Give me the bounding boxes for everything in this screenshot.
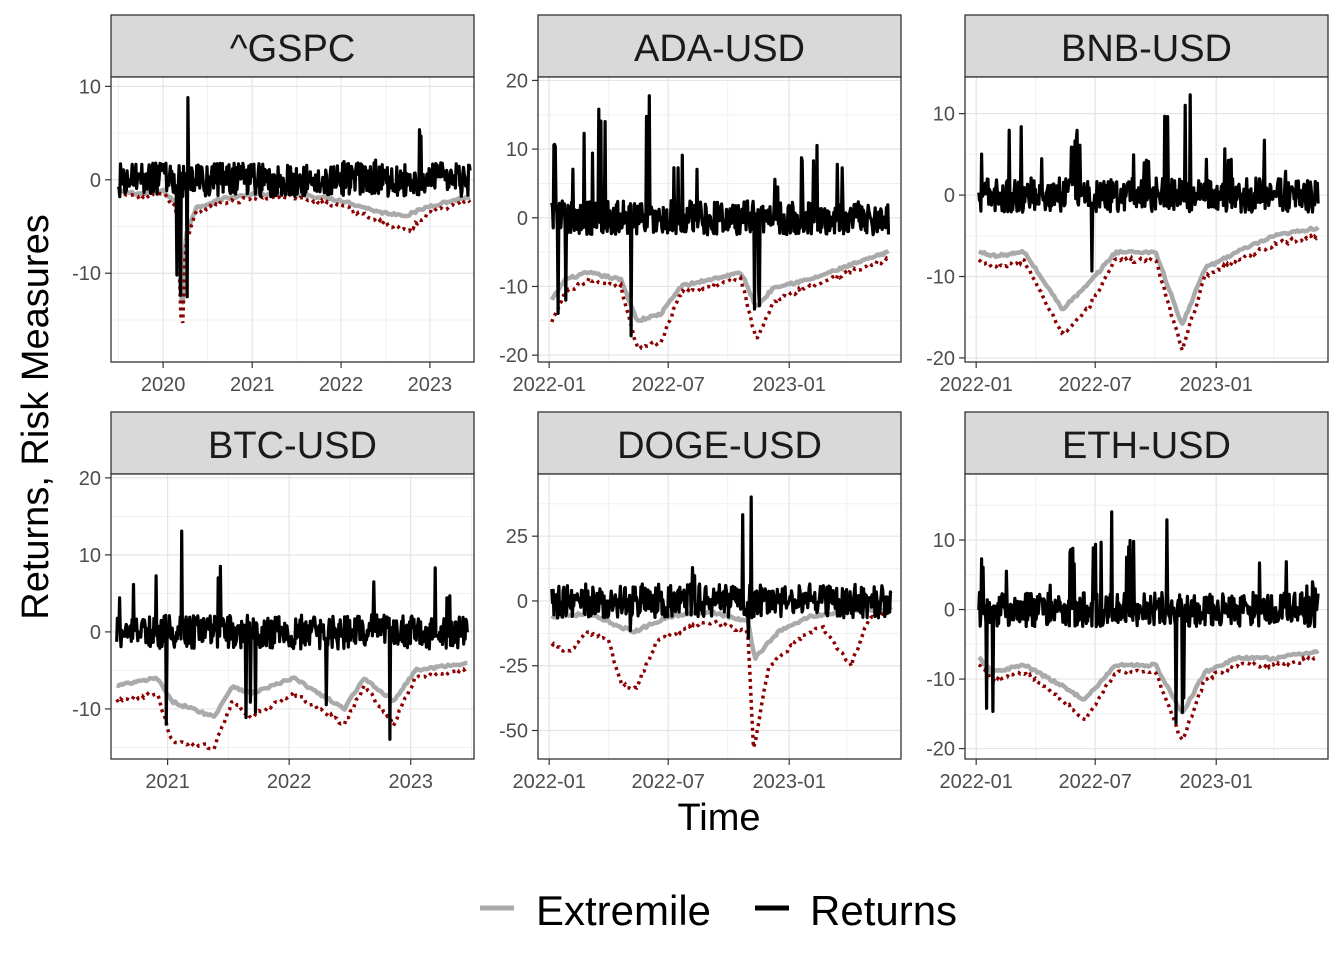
panel-background bbox=[965, 77, 1328, 362]
panel-background bbox=[111, 77, 474, 362]
returns-line bbox=[977, 510, 1320, 725]
facet-panels: ^GSPC 10 0 -10 2020 2021 2022 2023 ADA-USD 20 10 0 -… bbox=[72, 14, 1329, 793]
x-tick-label: 2023 bbox=[388, 771, 433, 793]
legend: Extremile Returns bbox=[480, 887, 957, 934]
panel-background bbox=[111, 474, 474, 759]
facet-title: BTC-USD bbox=[208, 425, 377, 467]
y-tick-label: 25 bbox=[506, 526, 528, 548]
plot-area bbox=[550, 495, 893, 749]
y-tick-label: 10 bbox=[79, 545, 101, 567]
plot-area bbox=[115, 529, 469, 752]
panel-border bbox=[537, 76, 902, 363]
facet-title: BNB-USD bbox=[1061, 28, 1232, 70]
facet-panel: ETH-USD 10 0 -10 -20 2022-01 2022-07 2023-01 bbox=[926, 411, 1329, 793]
facet-strip bbox=[110, 14, 475, 78]
returns-line bbox=[116, 96, 472, 299]
facet-panel: DOGE-USD 25 0 -25 -50 2022-01 2022-07 2023-01 bbox=[499, 411, 902, 793]
y-tick-label: 0 bbox=[517, 591, 528, 613]
facet-strip bbox=[537, 411, 902, 475]
panel-border bbox=[110, 76, 475, 363]
x-tick-label: 2021 bbox=[230, 374, 275, 396]
x-tick-label: 2022-01 bbox=[512, 374, 585, 396]
y-tick-label: 20 bbox=[506, 70, 528, 92]
y-tick-label: 10 bbox=[79, 76, 101, 98]
x-tick-label: 2023-01 bbox=[1180, 771, 1253, 793]
y-tick-label: -10 bbox=[926, 669, 955, 691]
facet-title: ^GSPC bbox=[230, 28, 356, 70]
y-tick-label: -20 bbox=[499, 345, 528, 367]
x-tick-label: 2022 bbox=[267, 771, 312, 793]
facet-panel: BTC-USD 20 10 0 -10 2021 2022 2023 bbox=[72, 411, 475, 793]
x-tick-label: 2020 bbox=[141, 374, 186, 396]
plot-area bbox=[977, 510, 1320, 744]
y-tick-label: 10 bbox=[933, 104, 955, 126]
extremile-line bbox=[977, 648, 1320, 715]
x-axis-title: Time bbox=[677, 797, 760, 839]
plot-area bbox=[549, 94, 891, 351]
panel-border bbox=[537, 473, 902, 760]
x-tick-label: 2022-07 bbox=[632, 374, 705, 396]
panel-border bbox=[964, 473, 1329, 760]
extremile-line bbox=[977, 225, 1320, 326]
y-tick-label: 0 bbox=[90, 170, 101, 192]
y-tick-label: -10 bbox=[72, 263, 101, 285]
y-tick-label: 0 bbox=[944, 600, 955, 622]
facet-title: DOGE-USD bbox=[617, 425, 822, 467]
y-tick-label: 0 bbox=[944, 185, 955, 207]
y-tick-label: 20 bbox=[79, 468, 101, 490]
x-tick-label: 2022-01 bbox=[939, 771, 1012, 793]
y-tick-label: -10 bbox=[499, 276, 528, 298]
legend-label-returns: Returns bbox=[810, 887, 957, 934]
y-tick-label: 0 bbox=[90, 622, 101, 644]
x-tick-label: 2023-01 bbox=[753, 374, 826, 396]
x-tick-label: 2022 bbox=[319, 374, 364, 396]
y-tick-label: -20 bbox=[926, 739, 955, 761]
risk-measure-dotted-line bbox=[977, 654, 1320, 744]
y-tick-label: -20 bbox=[926, 348, 955, 370]
y-axis-title: Returns, Risk Measures bbox=[15, 214, 57, 619]
x-tick-label: 2022-01 bbox=[939, 374, 1012, 396]
x-tick-label: 2021 bbox=[145, 771, 190, 793]
y-tick-label: 10 bbox=[933, 530, 955, 552]
x-tick-label: 2022-07 bbox=[1059, 374, 1132, 396]
x-tick-label: 2022-07 bbox=[1059, 771, 1132, 793]
extremile-line bbox=[116, 660, 468, 719]
facet-strip bbox=[964, 14, 1329, 78]
x-tick-label: 2023-01 bbox=[1180, 374, 1253, 396]
y-tick-label: -25 bbox=[499, 656, 528, 678]
facet-title: ADA-USD bbox=[634, 28, 805, 70]
risk-measure-dotted-line bbox=[115, 666, 469, 752]
risk-measure-dotted-line bbox=[550, 610, 892, 749]
plot-area bbox=[116, 96, 472, 324]
y-tick-label: -10 bbox=[72, 699, 101, 721]
legend-label-extremile: Extremile bbox=[536, 887, 711, 934]
risk-measure-dotted-line bbox=[550, 255, 890, 351]
extremile-line bbox=[549, 248, 890, 324]
facet-panel: ^GSPC 10 0 -10 2020 2021 2022 2023 bbox=[72, 14, 475, 396]
facet-strip bbox=[110, 411, 475, 475]
facet-panel: BNB-USD 10 0 -10 -20 2022-01 2022-07 2023-01 bbox=[926, 14, 1329, 396]
x-tick-label: 2023 bbox=[408, 374, 453, 396]
returns-line bbox=[115, 529, 469, 741]
facet-title: ETH-USD bbox=[1062, 425, 1231, 467]
panel-border bbox=[964, 76, 1329, 363]
extremile-line bbox=[550, 605, 893, 661]
x-tick-label: 2022-07 bbox=[632, 771, 705, 793]
facet-panel: ADA-USD 20 10 0 -10 -20 2022-01 2022-07 2023-01 bbox=[499, 14, 902, 396]
y-tick-label: -50 bbox=[499, 721, 528, 743]
y-tick-label: 10 bbox=[506, 139, 528, 161]
x-tick-label: 2022-01 bbox=[512, 771, 585, 793]
returns-line bbox=[977, 93, 1320, 273]
x-tick-label: 2023-01 bbox=[753, 771, 826, 793]
plot-area bbox=[977, 93, 1320, 356]
facet-strip bbox=[964, 411, 1329, 475]
y-tick-label: 0 bbox=[517, 208, 528, 230]
panel-border bbox=[110, 473, 475, 760]
returns-line bbox=[550, 94, 891, 338]
y-tick-label: -10 bbox=[926, 267, 955, 289]
returns-line bbox=[550, 495, 893, 640]
